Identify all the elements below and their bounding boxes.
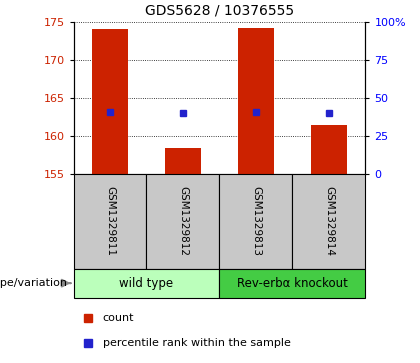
Text: count: count xyxy=(103,313,134,323)
Text: percentile rank within the sample: percentile rank within the sample xyxy=(103,338,291,348)
Bar xyxy=(92,29,128,174)
Title: GDS5628 / 10376555: GDS5628 / 10376555 xyxy=(145,4,294,18)
Bar xyxy=(292,174,365,269)
Text: GSM1329812: GSM1329812 xyxy=(178,187,188,256)
Text: GSM1329814: GSM1329814 xyxy=(324,187,334,256)
Bar xyxy=(220,174,292,269)
Bar xyxy=(165,147,201,174)
Text: genotype/variation: genotype/variation xyxy=(0,278,68,288)
Text: GSM1329813: GSM1329813 xyxy=(251,187,261,256)
Bar xyxy=(74,269,220,298)
Bar xyxy=(238,28,274,174)
Bar xyxy=(147,174,220,269)
Text: wild type: wild type xyxy=(119,277,173,290)
Bar xyxy=(311,125,347,174)
Text: GSM1329811: GSM1329811 xyxy=(105,187,115,256)
Text: Rev-erbα knockout: Rev-erbα knockout xyxy=(237,277,348,290)
Bar xyxy=(74,174,147,269)
Bar xyxy=(220,269,365,298)
